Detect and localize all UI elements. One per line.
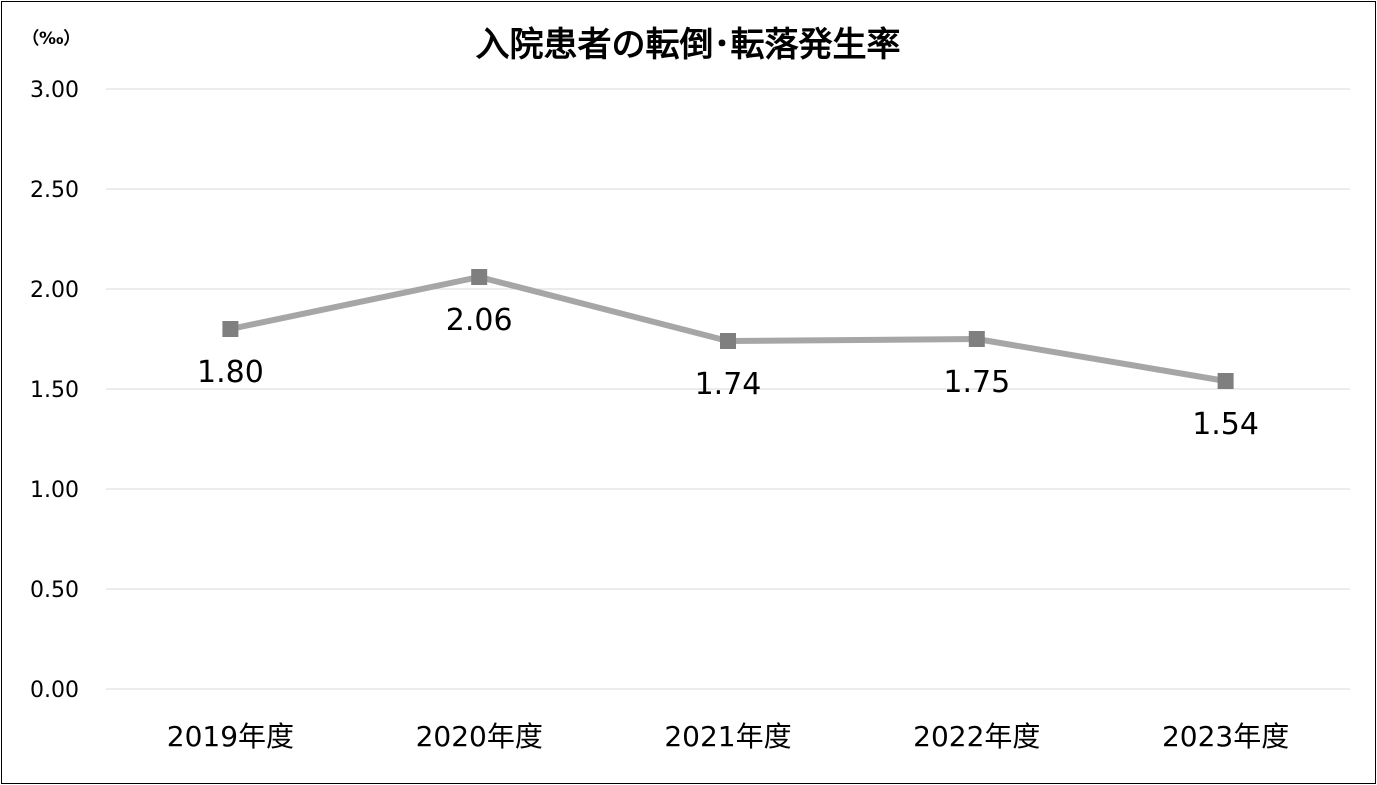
x-tick-labels: 2019年度 2020年度 2021年度 2022年度 2023年度	[167, 720, 1289, 753]
y-unit-label: （‰）	[22, 28, 80, 49]
gridlines	[106, 88, 1350, 690]
data-label: 1.74	[695, 367, 762, 402]
x-tick-label: 2022年度	[913, 720, 1040, 753]
data-label: 1.80	[197, 355, 264, 390]
data-point	[720, 333, 736, 349]
y-tick-label: 3.00	[30, 78, 79, 103]
y-tick-label: 2.50	[30, 178, 79, 203]
x-tick-label: 2020年度	[416, 720, 543, 753]
y-tick-label: 0.50	[30, 578, 79, 603]
x-tick-label: 2021年度	[664, 720, 791, 753]
data-labels: 1.80 2.06 1.74 1.75 1.54	[197, 303, 1259, 442]
x-tick-label: 2023年度	[1162, 720, 1289, 753]
data-label: 2.06	[446, 303, 513, 338]
data-point	[1217, 373, 1234, 389]
data-label: 1.54	[1192, 407, 1259, 442]
data-point	[222, 321, 239, 337]
data-point	[968, 331, 985, 347]
x-tick-label: 2019年度	[167, 720, 294, 753]
series-line	[229, 274, 1227, 384]
y-tick-label: 1.50	[30, 378, 79, 403]
data-point	[471, 269, 488, 285]
data-label: 1.75	[943, 365, 1010, 400]
y-tick-label: 0.00	[30, 678, 79, 703]
y-tick-label: 2.00	[30, 278, 79, 303]
data-markers	[222, 269, 1234, 389]
data-series	[229, 274, 1227, 384]
y-tick-labels: 0.00 0.50 1.00 1.50 2.00 2.50 3.00	[30, 78, 79, 703]
chart-title: 入院患者の転倒･転落発生率	[476, 25, 901, 65]
y-tick-label: 1.00	[30, 478, 79, 503]
